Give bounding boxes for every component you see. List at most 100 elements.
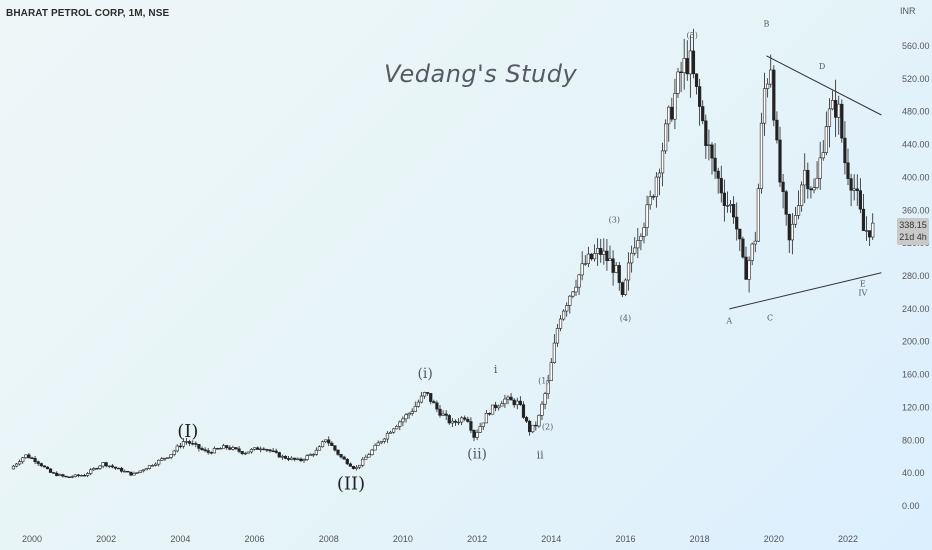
candle-body bbox=[342, 456, 346, 460]
candle-body bbox=[166, 457, 170, 459]
candle-body bbox=[815, 177, 819, 188]
candle-body bbox=[484, 413, 488, 424]
candle-body bbox=[725, 205, 730, 207]
candle-body bbox=[18, 461, 22, 465]
candle-body bbox=[589, 253, 594, 260]
candle-body bbox=[577, 274, 581, 288]
candle-body bbox=[188, 441, 192, 444]
candle-body bbox=[521, 404, 526, 418]
candle-body bbox=[197, 444, 201, 449]
candle-body bbox=[781, 181, 785, 192]
candle-body bbox=[274, 450, 278, 453]
candle-body bbox=[184, 441, 189, 443]
candle-body bbox=[262, 448, 266, 451]
candle-body bbox=[308, 454, 312, 457]
candle-body bbox=[339, 454, 343, 458]
candle-body bbox=[39, 463, 43, 467]
candle-body bbox=[599, 248, 603, 255]
y-tick-label: 480.00 bbox=[902, 107, 930, 117]
y-tick-label: 400.00 bbox=[902, 172, 930, 182]
candle-body bbox=[299, 458, 303, 461]
y-tick-label: 440.00 bbox=[902, 140, 930, 150]
candle-body bbox=[277, 452, 281, 458]
candle-body bbox=[682, 58, 686, 73]
candle-body bbox=[157, 459, 161, 465]
candle-body bbox=[664, 123, 668, 152]
candle-body bbox=[79, 475, 84, 477]
candle-body bbox=[834, 100, 838, 118]
candle-body bbox=[778, 139, 782, 183]
candle-body bbox=[698, 86, 702, 107]
candle-body bbox=[701, 106, 705, 122]
candlestick-series bbox=[11, 28, 875, 479]
candle-body bbox=[416, 401, 420, 407]
candle-body bbox=[744, 256, 748, 280]
candle-body bbox=[503, 398, 507, 405]
candle-body bbox=[33, 458, 37, 462]
candle-body bbox=[732, 203, 736, 218]
candle-body bbox=[543, 393, 547, 405]
candle-body bbox=[670, 106, 674, 120]
time-to-close: 21d 4h bbox=[899, 232, 927, 242]
candle-body bbox=[821, 152, 825, 159]
candle-body bbox=[181, 441, 186, 447]
candle-body bbox=[633, 247, 637, 254]
candle-body bbox=[580, 263, 584, 276]
candle-body bbox=[240, 451, 244, 454]
candle-body bbox=[438, 408, 442, 416]
candle-body bbox=[24, 454, 28, 459]
candle-body bbox=[846, 162, 850, 179]
candle-body bbox=[231, 447, 235, 450]
candle-body bbox=[30, 457, 34, 459]
watermark-text: Vedang's Study bbox=[384, 60, 578, 88]
wave-label: ii bbox=[537, 448, 545, 461]
candle-body bbox=[738, 228, 742, 240]
candle-body bbox=[14, 463, 19, 467]
candle-body bbox=[407, 413, 411, 416]
candle-body bbox=[602, 250, 606, 255]
candle-body bbox=[73, 474, 77, 477]
wave-label: i bbox=[494, 363, 498, 376]
candle-body bbox=[713, 157, 717, 172]
candle-body bbox=[531, 424, 535, 433]
candle-body bbox=[562, 310, 566, 320]
candle-body bbox=[354, 466, 359, 469]
candle-body bbox=[237, 448, 241, 452]
candle-body bbox=[487, 413, 492, 415]
candle-body bbox=[426, 392, 430, 394]
y-axis[interactable]: 0.00 40.00 80.00 120.00 160.00 200.00 240.00 28… bbox=[902, 41, 930, 511]
wave-label: (II) bbox=[337, 474, 365, 495]
candle-body bbox=[324, 439, 328, 443]
candle-body bbox=[11, 465, 16, 470]
y-tick-label: 560.00 bbox=[902, 41, 930, 51]
candle-body bbox=[565, 305, 569, 312]
candle-body bbox=[320, 441, 325, 448]
candle-body bbox=[769, 69, 773, 85]
candle-body bbox=[373, 444, 377, 451]
candle-body bbox=[398, 421, 402, 427]
candle-body bbox=[623, 279, 628, 295]
candle-body bbox=[200, 448, 204, 450]
candle-body bbox=[104, 462, 108, 467]
candle-body bbox=[864, 230, 869, 232]
candle-body bbox=[497, 405, 501, 409]
candle-body bbox=[796, 205, 801, 216]
candle-body bbox=[419, 395, 424, 403]
y-tick-label: 240.00 bbox=[902, 304, 930, 314]
x-axis[interactable]: 2000 2002 2004 2006 2008 2010 2012 2014 2016 2018… bbox=[22, 534, 858, 544]
candle-body bbox=[766, 83, 770, 89]
candle-body bbox=[784, 191, 788, 215]
candle-body bbox=[98, 465, 102, 469]
candle-body bbox=[175, 445, 179, 452]
candle-body bbox=[268, 449, 272, 452]
candle-body bbox=[500, 403, 504, 407]
candle-body bbox=[818, 157, 822, 179]
candle-body bbox=[688, 50, 692, 75]
candle-body bbox=[707, 144, 711, 146]
candle-body bbox=[639, 236, 643, 241]
candle-body bbox=[809, 188, 813, 191]
candle-body bbox=[132, 473, 136, 476]
candle-body bbox=[376, 442, 380, 446]
candle-body bbox=[830, 100, 835, 110]
candle-body bbox=[327, 439, 331, 444]
